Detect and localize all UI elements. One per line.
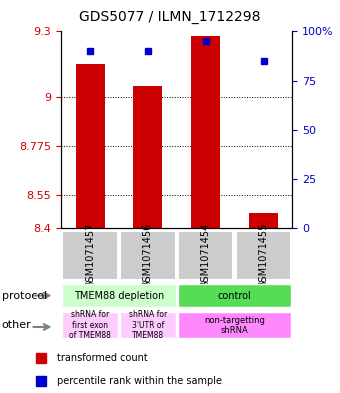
Text: TMEM88 depletion: TMEM88 depletion [74, 291, 164, 301]
Bar [75, 64, 105, 228]
Text: GSM1071455: GSM1071455 [258, 223, 269, 288]
Bar [191, 36, 220, 228]
Text: GSM1071456: GSM1071456 [143, 223, 153, 288]
Text: non-targetting
shRNA: non-targetting shRNA [204, 316, 265, 335]
Text: other: other [2, 320, 31, 331]
FancyBboxPatch shape [62, 284, 176, 307]
FancyBboxPatch shape [178, 231, 234, 280]
FancyBboxPatch shape [62, 312, 118, 338]
FancyBboxPatch shape [120, 312, 176, 338]
Text: percentile rank within the sample: percentile rank within the sample [57, 376, 222, 386]
Text: shRNA for
3'UTR of
TMEM88: shRNA for 3'UTR of TMEM88 [129, 310, 167, 340]
Text: transformed count: transformed count [57, 353, 148, 363]
FancyBboxPatch shape [120, 231, 176, 280]
Text: GSM1071457: GSM1071457 [85, 223, 95, 288]
Bar [133, 86, 163, 228]
Text: control: control [218, 291, 252, 301]
FancyBboxPatch shape [62, 231, 118, 280]
FancyBboxPatch shape [178, 312, 291, 338]
FancyBboxPatch shape [236, 231, 291, 280]
Text: GDS5077 / ILMN_1712298: GDS5077 / ILMN_1712298 [79, 10, 261, 24]
Text: GSM1071454: GSM1071454 [201, 223, 211, 288]
Text: shRNA for
first exon
of TMEM88: shRNA for first exon of TMEM88 [69, 310, 111, 340]
FancyBboxPatch shape [178, 284, 291, 307]
Bar [249, 213, 278, 228]
Text: protocol: protocol [2, 290, 47, 301]
